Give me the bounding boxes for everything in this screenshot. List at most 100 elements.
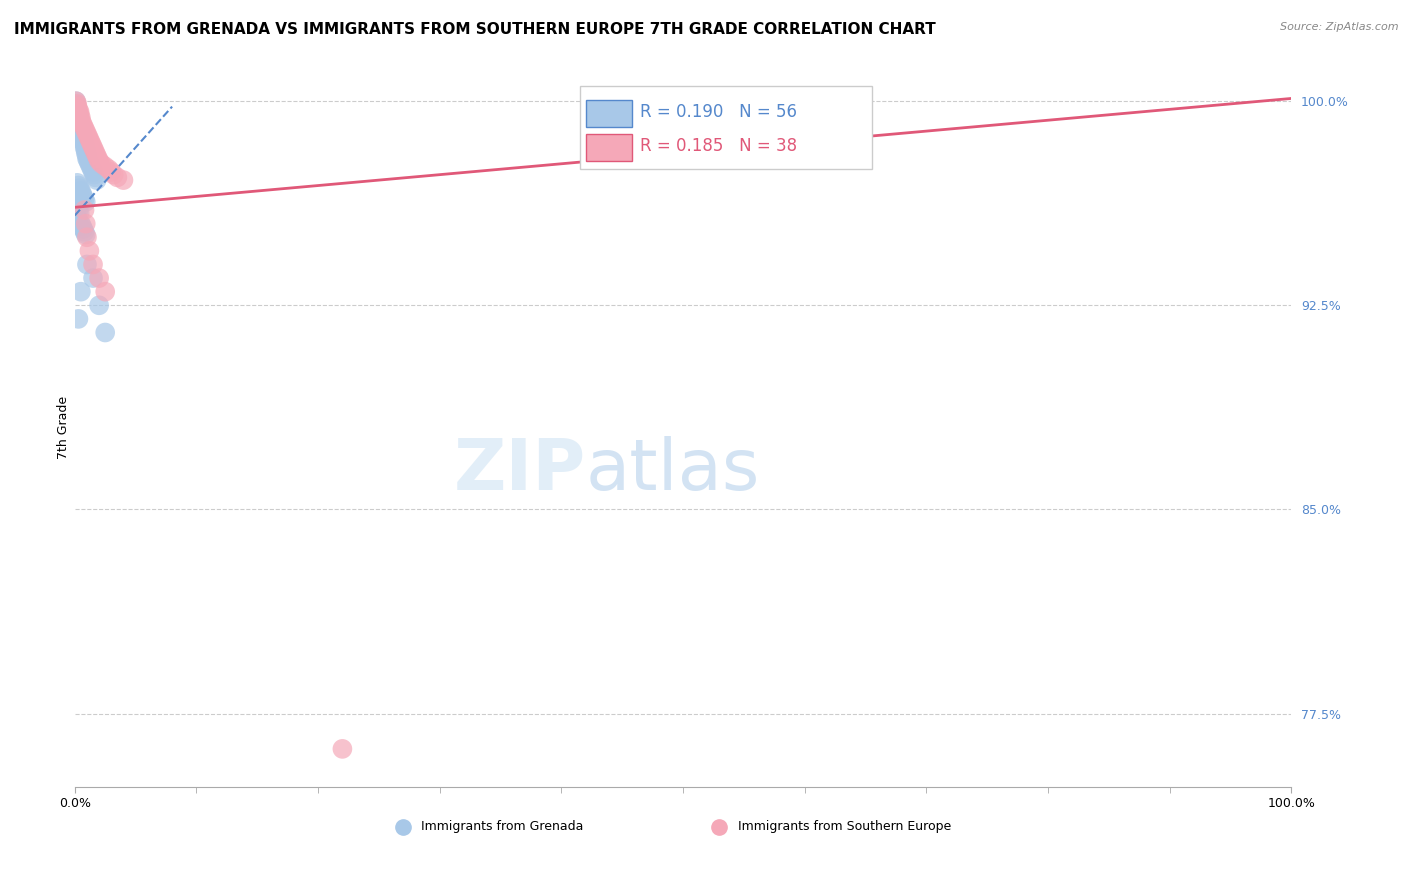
Point — [70, 219, 93, 234]
Point — [66, 103, 89, 117]
Point — [65, 94, 87, 108]
Text: Immigrants from Grenada: Immigrants from Grenada — [422, 820, 583, 833]
Point — [65, 209, 87, 223]
Point — [79, 244, 101, 258]
Point — [65, 94, 87, 108]
Point — [86, 148, 108, 162]
Point — [103, 168, 125, 182]
Point — [75, 227, 97, 242]
Point — [82, 165, 104, 179]
Point — [86, 173, 108, 187]
Point — [76, 151, 98, 165]
Point — [76, 127, 98, 141]
Point — [67, 103, 90, 117]
Point — [70, 186, 93, 201]
Point — [73, 140, 96, 154]
Point — [82, 140, 104, 154]
Point — [97, 162, 120, 177]
Point — [87, 151, 110, 165]
Point — [72, 189, 94, 203]
FancyBboxPatch shape — [586, 134, 631, 161]
Point — [67, 214, 90, 228]
Point — [70, 121, 93, 136]
Point — [80, 137, 103, 152]
Point — [83, 143, 105, 157]
Text: R = 0.185   N = 38: R = 0.185 N = 38 — [640, 137, 797, 155]
Point — [72, 119, 94, 133]
Point — [67, 111, 90, 125]
Point — [105, 170, 128, 185]
Point — [65, 100, 87, 114]
Point — [79, 132, 101, 146]
Point — [90, 157, 112, 171]
Point — [70, 124, 93, 138]
Point — [76, 230, 98, 244]
Point — [66, 100, 89, 114]
Point — [94, 285, 117, 299]
Point — [75, 143, 97, 157]
Point — [87, 154, 110, 169]
Point — [72, 135, 94, 149]
Point — [66, 96, 89, 111]
Point — [83, 168, 105, 182]
Point — [67, 312, 90, 326]
Text: IMMIGRANTS FROM GRENADA VS IMMIGRANTS FROM SOUTHERN EUROPE 7TH GRADE CORRELATION: IMMIGRANTS FROM GRENADA VS IMMIGRANTS FR… — [14, 22, 936, 37]
Point — [66, 105, 89, 120]
Point — [87, 271, 110, 285]
Point — [75, 217, 97, 231]
Point — [70, 127, 93, 141]
Point — [332, 742, 354, 756]
FancyBboxPatch shape — [586, 100, 631, 128]
Point — [70, 184, 93, 198]
Point — [70, 217, 93, 231]
Y-axis label: 7th Grade: 7th Grade — [58, 396, 70, 459]
Point — [73, 137, 96, 152]
Point — [70, 285, 93, 299]
Point — [70, 113, 93, 128]
Point — [79, 160, 101, 174]
Point — [69, 206, 91, 220]
Point — [69, 181, 91, 195]
Point — [94, 160, 117, 174]
Point — [84, 145, 107, 160]
Point — [69, 108, 91, 122]
Text: Source: ZipAtlas.com: Source: ZipAtlas.com — [1281, 22, 1399, 32]
Point — [76, 148, 98, 162]
Point — [75, 124, 97, 138]
Point — [67, 108, 90, 122]
Point — [70, 116, 93, 130]
Text: atlas: atlas — [586, 436, 761, 506]
Text: ZIP: ZIP — [454, 436, 586, 506]
Point — [73, 121, 96, 136]
Point — [94, 326, 117, 340]
Point — [100, 165, 122, 179]
Point — [70, 129, 93, 144]
Point — [69, 105, 91, 120]
Point — [77, 129, 100, 144]
Point — [73, 225, 96, 239]
Point — [66, 200, 89, 214]
Point — [79, 135, 101, 149]
Point — [73, 192, 96, 206]
Point — [67, 178, 90, 193]
Point — [82, 257, 104, 271]
Point — [84, 170, 107, 185]
Point — [66, 176, 89, 190]
Point — [80, 162, 103, 177]
FancyBboxPatch shape — [579, 87, 872, 169]
Point — [67, 113, 90, 128]
Point — [66, 211, 89, 226]
Point — [112, 173, 135, 187]
Point — [65, 197, 87, 211]
Point — [69, 119, 91, 133]
Point — [87, 298, 110, 312]
Point — [77, 154, 100, 169]
Point — [69, 116, 91, 130]
Point — [75, 145, 97, 160]
Text: Immigrants from Southern Europe: Immigrants from Southern Europe — [738, 820, 950, 833]
Point — [82, 271, 104, 285]
Point — [73, 202, 96, 217]
Point — [72, 132, 94, 146]
Point — [79, 157, 101, 171]
Point — [76, 257, 98, 271]
